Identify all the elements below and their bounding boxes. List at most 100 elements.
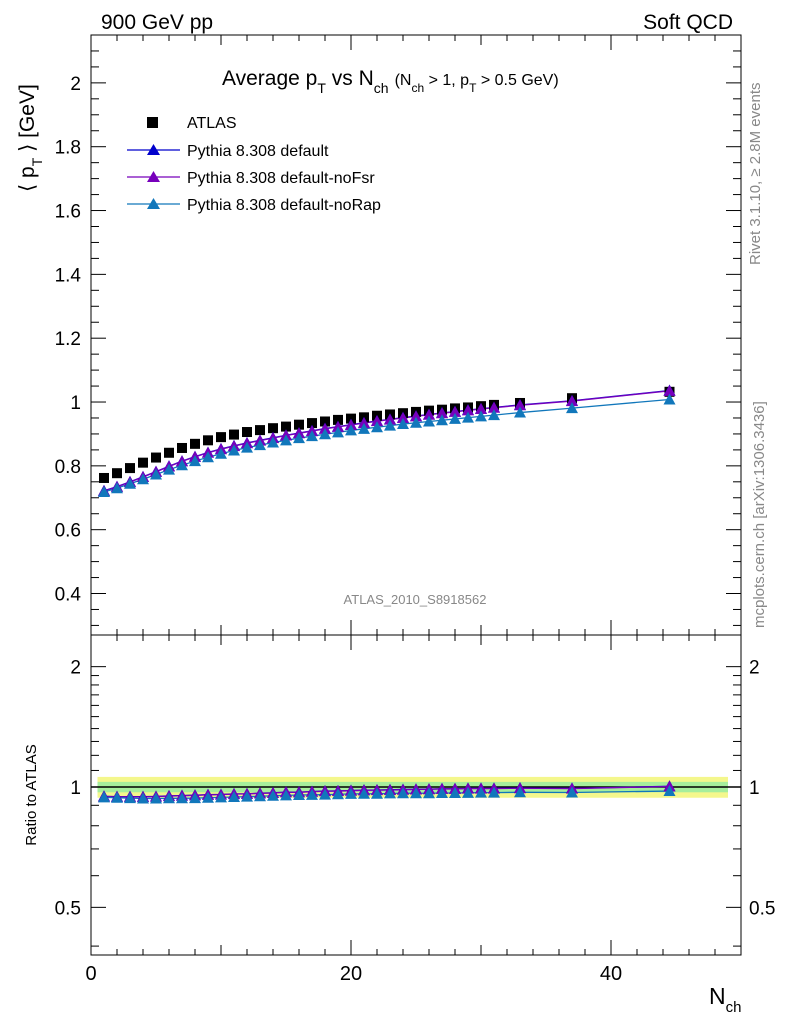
legend-marker-atlas <box>147 117 158 128</box>
upper-point-pythia-8-308-default-norap <box>163 463 175 475</box>
upper-point-pythia-8-308-default-nofsr <box>462 404 474 416</box>
x-tick-label: 0 <box>85 963 96 985</box>
upper-y-tick-label: 1 <box>70 393 81 414</box>
lower-y-tick-label-right: 0.5 <box>749 898 775 919</box>
upper-line-pythia-8-308-default <box>103 389 670 492</box>
ratio-point-pythia-8-308-default-norap <box>202 791 214 803</box>
ratio-point-pythia-8-308-default-norap <box>384 787 396 799</box>
upper-point-pythia-8-308-default-norap <box>436 414 448 426</box>
upper-point-atlas <box>151 452 161 463</box>
upper-panel: 0.4 0.6 0.8 1 1.2 1.4 1.6 1.8 2 <box>55 34 742 636</box>
upper-point-pythia-8-308-default-norap <box>306 430 318 442</box>
upper-y-label: ⟨ pT ⟩ [GeV] <box>16 84 45 192</box>
upper-point-pythia-8-308-default-nofsr <box>384 413 396 425</box>
upper-point-pythia-8-308-default-norap <box>514 406 526 418</box>
legend-marker-default <box>147 144 160 155</box>
upper-point-atlas <box>320 416 330 427</box>
lower-y-label: Ratio to ATLAS <box>23 744 40 845</box>
ratio-point-pythia-8-308-default-norap <box>371 787 383 799</box>
upper-point-atlas <box>255 425 265 436</box>
x-label: Nch <box>709 983 741 1016</box>
upper-point-pythia-8-308-default-norap <box>241 441 253 453</box>
legend-label-norap: Pythia 8.308 default-noRap <box>187 197 381 214</box>
upper-point-pythia-8-308-default-norap <box>449 412 461 424</box>
upper-series-layer <box>98 384 676 498</box>
ratio-point-pythia-8-308-default-norap <box>111 791 123 803</box>
legend-label-atlas: ATLAS <box>187 115 237 132</box>
upper-point-atlas <box>229 429 239 440</box>
ratio-point-pythia-8-308-default-norap <box>663 785 676 797</box>
upper-point-pythia-8-308-default-nofsr <box>423 408 435 420</box>
upper-point-pythia-8-308-default-norap <box>319 428 331 440</box>
header-right: Soft QCD <box>643 11 733 34</box>
ratio-line-pythia-8-308-default-norap <box>103 790 670 800</box>
upper-point-atlas <box>242 427 252 438</box>
upper-point-pythia-8-308-default-norap <box>384 419 396 431</box>
upper-point-pythia-8-308-default-norap <box>423 415 435 427</box>
ratio-point-pythia-8-308-default-norap <box>280 789 292 801</box>
upper-point-pythia-8-308-default-norap <box>397 418 409 430</box>
lower-y-tick-label: 2 <box>70 658 81 679</box>
upper-point-atlas <box>125 463 135 474</box>
upper-y-tick-label: 0.4 <box>55 585 82 606</box>
upper-point-pythia-8-308-default-nofsr <box>663 384 676 396</box>
upper-point-atlas <box>268 423 278 434</box>
upper-point-pythia-8-308-default-norap <box>215 447 227 459</box>
upper-point-pythia-8-308-default-norap <box>332 426 344 438</box>
upper-point-pythia-8-308-default-norap <box>98 486 110 498</box>
upper-point-atlas <box>346 413 356 424</box>
side-label-mcplots: mcplots.cern.ch [arXiv:1306.3436] <box>751 401 768 628</box>
ratio-point-pythia-8-308-default-norap <box>566 786 578 798</box>
upper-point-pythia-8-308-default-norap <box>371 421 383 433</box>
x-tick-label: 40 <box>600 963 622 985</box>
upper-point-pythia-8-308-default-norap <box>663 393 676 405</box>
upper-point-atlas <box>333 414 343 425</box>
ratio-point-pythia-8-308-default-norap <box>150 792 162 804</box>
ratio-point-pythia-8-308-default-norap <box>189 792 201 804</box>
ratio-point-pythia-8-308-default-norap <box>514 786 526 798</box>
upper-point-pythia-8-308-default-norap <box>189 455 201 467</box>
upper-point-pythia-8-308-default-norap <box>345 424 357 436</box>
ratio-line-pythia-8-308-default-nofsr <box>103 785 670 798</box>
upper-point-pythia-8-308-default-norap <box>137 473 149 485</box>
upper-point-pythia-8-308-default-norap <box>475 410 487 422</box>
upper-point-pythia-8-308-default-norap <box>293 432 305 444</box>
upper-point-atlas <box>307 418 317 429</box>
ratio-point-pythia-8-308-default-norap <box>423 787 435 799</box>
upper-point-atlas <box>112 468 122 479</box>
upper-point-pythia-8-308-default-nofsr <box>566 395 578 407</box>
upper-point-atlas <box>138 457 148 468</box>
side-label-rivet: Rivet 3.1.10, ≥ 2.8M events <box>747 83 764 266</box>
upper-y-tick-label: 1.6 <box>55 202 81 223</box>
upper-point-pythia-8-308-default-nofsr <box>488 401 500 413</box>
upper-point-pythia-8-308-default-nofsr <box>397 411 409 423</box>
upper-point-pythia-8-308-default-norap <box>267 436 279 448</box>
lower-y-tick-label-right: 2 <box>749 658 760 679</box>
upper-point-atlas <box>203 435 213 446</box>
upper-point-pythia-8-308-default-nofsr <box>514 399 526 411</box>
ratio-point-pythia-8-308-default-norap <box>137 792 149 804</box>
lower-series-layer <box>98 780 676 804</box>
legend: ATLAS Pythia 8.308 default Pythia 8.308 … <box>127 115 381 214</box>
upper-point-atlas <box>190 438 200 449</box>
lower-y-tick-label: 0.5 <box>55 898 81 919</box>
upper-point-atlas <box>281 421 291 432</box>
lower-y-tick-label: 1 <box>70 778 81 799</box>
upper-y-tick-label: 0.6 <box>55 521 81 542</box>
upper-point-pythia-8-308-default-norap <box>358 422 370 434</box>
upper-point-atlas <box>216 432 226 443</box>
upper-point-pythia-8-308-default-norap <box>150 468 162 480</box>
ratio-point-pythia-8-308-default-norap <box>228 791 240 803</box>
analysis-watermark: ATLAS_2010_S8918562 <box>344 592 487 607</box>
upper-point-pythia-8-308-default-norap <box>280 434 292 446</box>
ratio-point-pythia-8-308-default-norap <box>293 788 305 800</box>
upper-point-pythia-8-308-default-nofsr <box>371 415 383 427</box>
ratio-point-pythia-8-308-default-norap <box>397 787 409 799</box>
ratio-point-pythia-8-308-default-norap <box>332 788 344 800</box>
upper-y-tick-label: 2 <box>70 74 81 95</box>
ratio-point-pythia-8-308-default-norap <box>241 790 253 802</box>
upper-point-atlas <box>177 442 187 453</box>
main-title: Average pT vs Nch (Nch > 1, pT > 0.5 GeV) <box>222 67 559 96</box>
